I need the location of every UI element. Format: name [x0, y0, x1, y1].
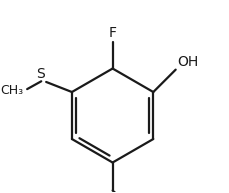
- Text: S: S: [36, 67, 45, 81]
- Text: F: F: [108, 26, 116, 40]
- Text: OH: OH: [176, 55, 197, 69]
- Text: CH₃: CH₃: [1, 84, 24, 97]
